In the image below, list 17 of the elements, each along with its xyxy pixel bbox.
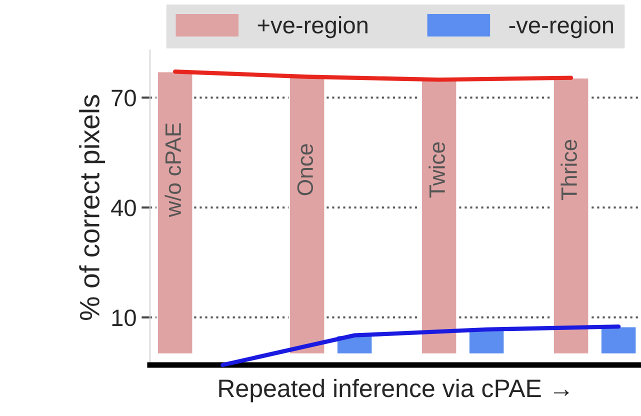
x-tick-label: Thrice xyxy=(560,140,578,200)
legend-label: +ve-region xyxy=(258,16,368,38)
x-tick-label: Once xyxy=(297,144,314,196)
bar xyxy=(156,70,194,355)
x-tick-label: w/o cPAE xyxy=(164,123,182,218)
y-tick-label: 10 xyxy=(112,309,136,326)
bar xyxy=(600,326,638,355)
y-tick-label: 40 xyxy=(111,200,136,216)
x-tick-label: Twice xyxy=(428,142,446,198)
bar xyxy=(288,76,326,355)
line-series xyxy=(220,324,621,368)
y-axis-title: % of correct pixels xyxy=(79,95,105,320)
line-series xyxy=(172,70,574,82)
legend-label: -ve-region xyxy=(509,16,614,38)
y-tick-label: 70 xyxy=(112,90,136,106)
x-axis-title: Repeated inference via cPAE → xyxy=(219,378,569,402)
bar xyxy=(552,77,590,355)
